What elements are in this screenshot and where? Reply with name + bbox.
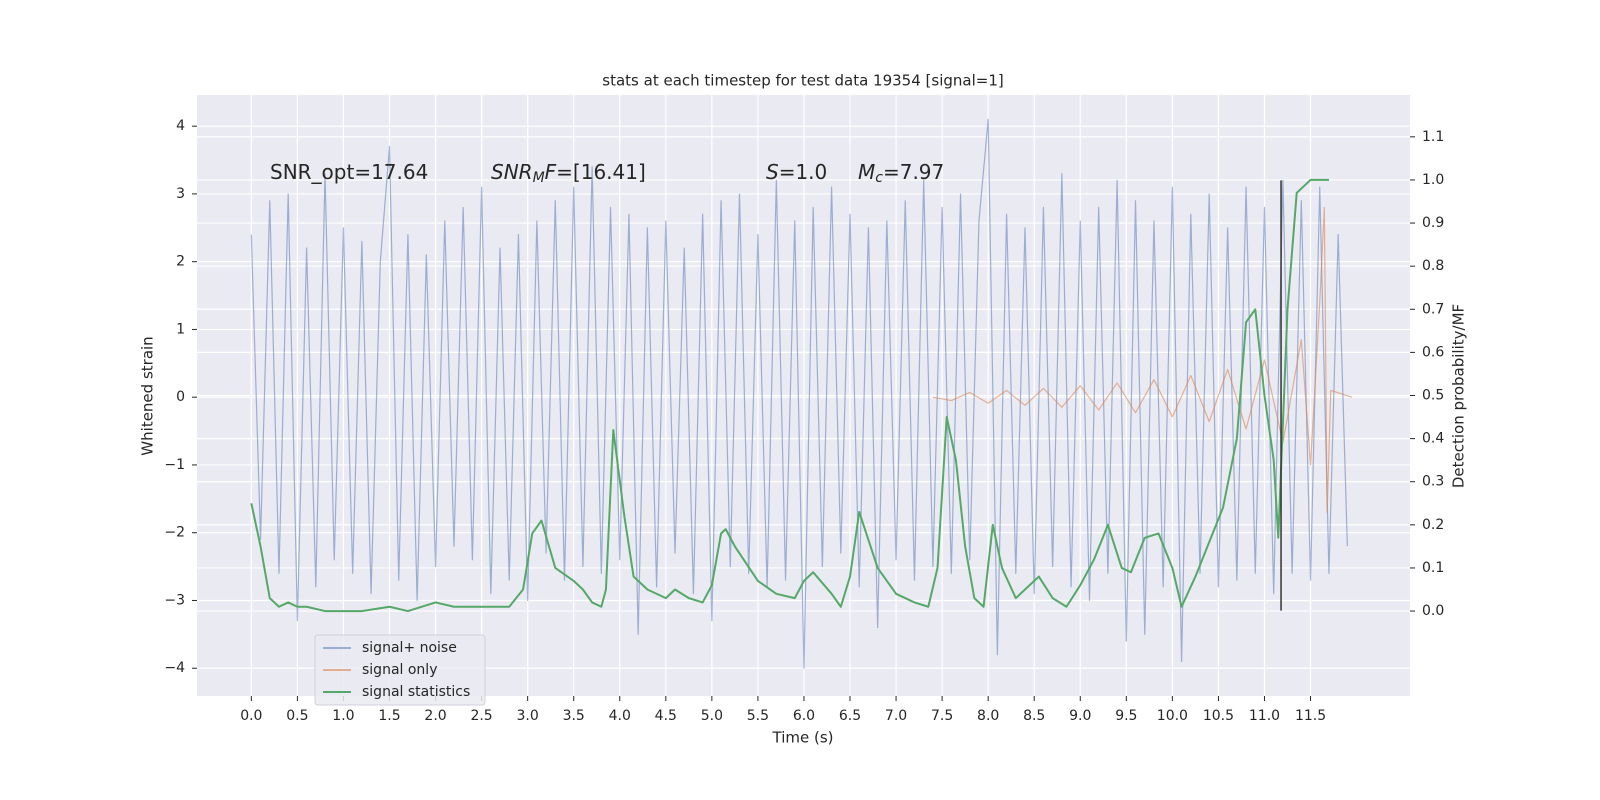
y-axis-label: Whitened strain [139, 336, 157, 455]
legend-box [314, 634, 486, 706]
y-tick-label: −4 [164, 660, 185, 676]
annotation: S=1.0 [766, 160, 827, 184]
x-tick-label: 1.0 [332, 708, 354, 724]
y2-tick-label: 0.7 [1422, 301, 1444, 317]
x-tick-label: 3.5 [563, 708, 585, 724]
y2-tick-label: 0.2 [1422, 517, 1444, 533]
x-tick-label: 9.0 [1069, 708, 1091, 724]
series-line [932, 206, 1353, 513]
y-tick-label: −1 [164, 457, 185, 473]
x-tick-label: 6.5 [839, 708, 861, 724]
x-tick-label: 10.5 [1203, 708, 1234, 724]
annotation: SNRMF=[16.41] [491, 160, 646, 187]
annotation-part: =7.97 [883, 160, 944, 184]
x-tick-label: 2.5 [470, 708, 492, 724]
x-tick-label: 0.5 [286, 708, 308, 724]
x-tick-label: 11.5 [1295, 708, 1326, 724]
chart-title: stats at each timestep for test data 193… [602, 72, 1003, 90]
x-tick-label: 4.0 [609, 708, 631, 724]
x-axis-label: Time (s) [772, 729, 834, 747]
y2-tick-label: 0.6 [1422, 344, 1444, 360]
y-tick-label: 3 [176, 186, 185, 202]
x-tick-label: 8.5 [1023, 708, 1045, 724]
x-tick-label: 5.0 [701, 708, 723, 724]
x-tick-label: 6.0 [793, 708, 815, 724]
x-tick-label: 4.5 [655, 708, 677, 724]
x-tick-label: 7.5 [931, 708, 953, 724]
x-tick-label: 10.0 [1157, 708, 1188, 724]
x-tick-label: 3.0 [517, 708, 539, 724]
legend-label: signal only [362, 662, 437, 678]
y-tick-label: −2 [164, 525, 185, 541]
y2-axis-label: Detection probability/MF [1450, 304, 1468, 488]
y2-tick-label: 0.8 [1422, 258, 1444, 274]
legend-label: signal+ noise [362, 640, 457, 656]
y-tick-label: 2 [176, 254, 185, 270]
y2-tick-label: 1.1 [1422, 129, 1444, 145]
y2-tick-label: 0.4 [1422, 431, 1444, 447]
legend-label: signal statistics [362, 684, 470, 700]
x-tick-label: 1.5 [378, 708, 400, 724]
annotation-part: SNR_opt=17.64 [270, 160, 428, 184]
annotation-part: =[16.41] [556, 160, 646, 184]
annotation-part: c [875, 170, 883, 186]
annotation-part: M [858, 160, 875, 184]
x-tick-label: 0.0 [240, 708, 262, 724]
y-tick-label: 0 [176, 389, 185, 405]
series-line [250, 118, 1348, 669]
annotation-part: SNR [491, 160, 533, 184]
x-tick-label: 2.0 [424, 708, 446, 724]
y-tick-label: 1 [176, 321, 185, 337]
annotation-part: S [766, 160, 779, 184]
y2-tick-label: 0.1 [1422, 560, 1444, 576]
annotation-part: =1.0 [779, 160, 828, 184]
y2-tick-label: 1.0 [1422, 172, 1444, 188]
annotation-part: M [533, 170, 545, 186]
series-line [250, 178, 1329, 613]
y2-tick-label: 0.9 [1422, 215, 1444, 231]
y2-tick-label: 0.0 [1422, 603, 1444, 619]
x-tick-label: 11.0 [1249, 708, 1280, 724]
annotation: Mc=7.97 [858, 160, 944, 187]
x-tick-label: 7.0 [885, 708, 907, 724]
x-tick-label: 9.5 [1115, 708, 1137, 724]
x-tick-label: 8.0 [977, 708, 999, 724]
y-tick-label: 4 [176, 118, 185, 134]
y2-tick-label: 0.3 [1422, 474, 1444, 490]
y-tick-label: −3 [164, 592, 185, 608]
x-tick-label: 5.5 [747, 708, 769, 724]
annotation: SNR_opt=17.64 [270, 160, 428, 184]
y2-tick-label: 0.5 [1422, 388, 1444, 404]
annotation-part: F [545, 160, 557, 184]
